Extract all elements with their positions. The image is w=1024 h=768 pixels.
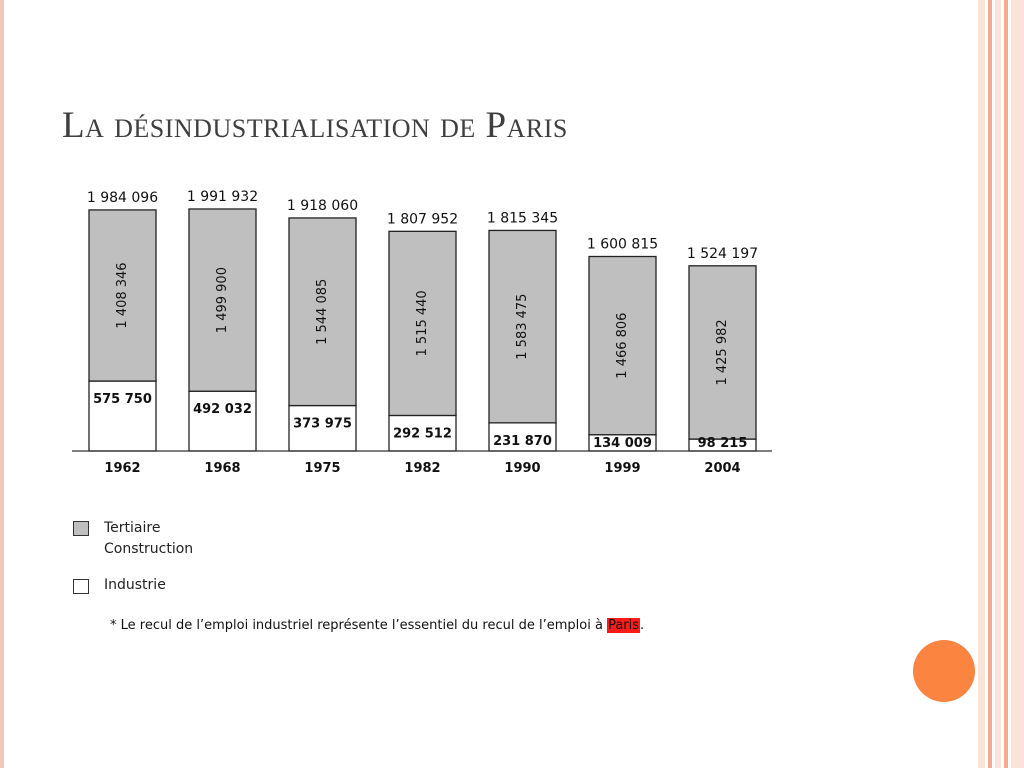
bar-industrie-1968	[188, 390, 257, 452]
label-industrie-1975: 373 975	[293, 417, 352, 432]
x-tick-1962: 1962	[104, 461, 140, 476]
slide-title: La désindustrialisation de Paris	[62, 105, 568, 146]
bar-tertiaire-1982	[388, 230, 457, 417]
left-border-line	[0, 0, 4, 768]
label-total-1990: 1 815 345	[487, 210, 558, 226]
label-tertiaire-2004: 1 425 982	[715, 319, 730, 385]
right-border-stripe-4	[1004, 0, 1008, 768]
bar-tertiaire-1990	[488, 229, 557, 424]
label-total-1982: 1 807 952	[387, 211, 458, 227]
x-tick-1982: 1982	[404, 461, 440, 476]
right-border-stripe-5	[1011, 0, 1024, 768]
x-tick-1990: 1990	[504, 461, 540, 476]
label-total-1999: 1 600 815	[587, 237, 658, 253]
bar-tertiaire-1999	[588, 255, 657, 436]
legend-swatch-industrie	[73, 579, 89, 594]
label-total-1962: 1 984 096	[87, 190, 158, 206]
label-tertiaire-1968: 1 499 900	[215, 267, 230, 333]
x-tick-2004: 2004	[704, 461, 740, 476]
legend-label-tertiaire: Tertiaire	[104, 520, 161, 536]
label-total-1968: 1 991 932	[187, 189, 258, 205]
label-industrie-1982: 292 512	[393, 426, 452, 441]
bar-tertiaire-1962	[88, 209, 157, 382]
label-tertiaire-1962: 1 408 346	[115, 262, 130, 328]
label-tertiaire-1982: 1 515 440	[415, 290, 430, 356]
bar-tertiaire-1975	[288, 217, 357, 407]
label-tertiaire-1999: 1 466 806	[615, 313, 630, 379]
label-industrie-1990: 231 870	[493, 434, 552, 449]
x-tick-1975: 1975	[304, 461, 340, 476]
label-industrie-1968: 492 032	[193, 402, 252, 417]
label-total-1975: 1 918 060	[287, 198, 358, 214]
label-industrie-1999: 134 009	[593, 436, 652, 451]
legend-label-industrie: Industrie	[104, 577, 166, 593]
x-tick-1968: 1968	[204, 461, 240, 476]
x-tick-1999: 1999	[604, 461, 640, 476]
right-border-stripe-1	[978, 0, 985, 768]
label-industrie-1962: 575 750	[93, 392, 152, 407]
legend-swatch-tertiaire	[73, 521, 89, 536]
label-industrie-2004: 98 215	[698, 436, 748, 451]
footnote-text: * Le recul de l’emploi industriel représ…	[110, 618, 608, 633]
label-tertiaire-1990: 1 583 475	[515, 294, 530, 360]
footnote-end: .	[640, 618, 645, 633]
bar-tertiaire-1968	[188, 208, 257, 392]
decorative-orange-circle	[913, 640, 975, 702]
label-tertiaire-1975: 1 544 085	[315, 279, 330, 345]
label-total-2004: 1 524 197	[687, 246, 758, 262]
right-border-stripe-2	[988, 0, 992, 768]
right-border-stripe-3	[995, 0, 1001, 768]
bar-tertiaire-2004	[688, 265, 757, 440]
bar-industrie-1982	[388, 414, 457, 452]
footnote: * Le recul de l’emploi industriel représ…	[110, 618, 644, 633]
footnote-highlight-paris: Paris	[607, 618, 641, 633]
legend-label-construction: Construction	[104, 541, 194, 557]
